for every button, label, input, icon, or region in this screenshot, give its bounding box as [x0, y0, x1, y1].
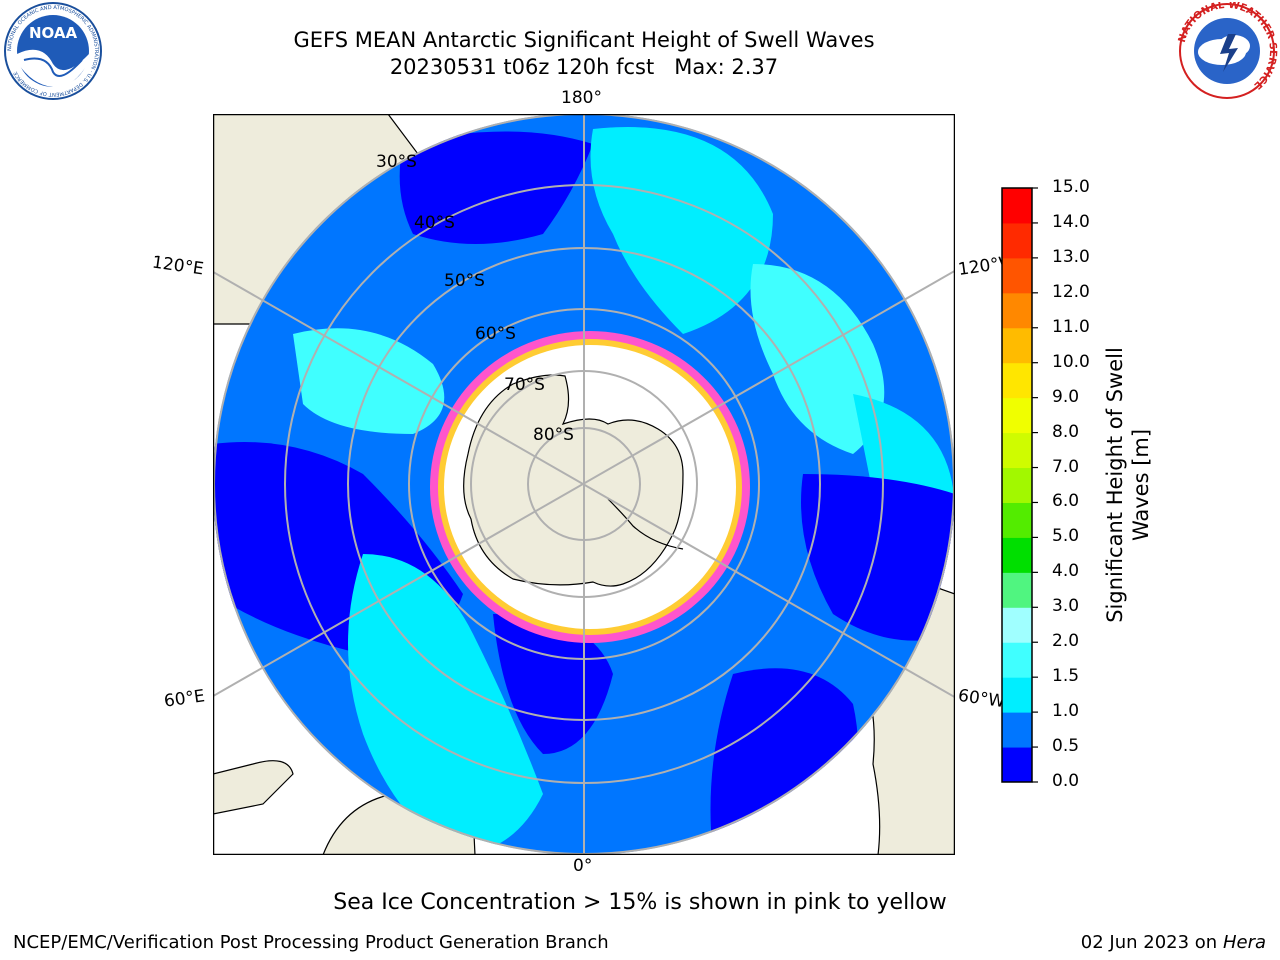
nws-logo-icon: NATIONAL WEATHER SERVICE [1177, 2, 1278, 99]
colorbar-segment [1002, 677, 1032, 713]
noaa-logo-icon: NOAA NATIONAL OCEANIC AND ATMOSPHERIC AD… [4, 2, 102, 100]
colorbar-tick-label: 7.0 [1052, 456, 1080, 477]
lon-label-0: 0° [573, 856, 593, 876]
run-date-text: 02 Jun 2023 on [1080, 932, 1218, 953]
colorbar-segment [1002, 572, 1032, 608]
chart-subtitle: 20230531 t06z 120h fcst Max: 2.37 [389, 55, 779, 79]
lat-label-40s: 40°S [414, 213, 455, 233]
colorbar-tick-label: 13.0 [1052, 246, 1090, 267]
lat-label-80s: 80°S [533, 425, 574, 445]
sea-ice-note: Sea Ice Concentration > 15% is shown in … [333, 890, 947, 915]
colorbar-segment [1002, 327, 1032, 364]
svg-text:NOAA: NOAA [29, 24, 78, 42]
lat-label-60s: 60°S [475, 324, 516, 344]
colorbar-tick-label: 1.5 [1052, 666, 1080, 687]
colorbar-tick-label: 12.0 [1052, 281, 1090, 302]
colorbar-segment [1002, 467, 1032, 503]
colorbar-segment [1002, 432, 1032, 469]
colorbar-tick-label: 6.0 [1052, 491, 1080, 512]
lat-label-70s: 70°S [504, 375, 545, 395]
colorbar-title-line2: Waves [m] [1129, 428, 1153, 542]
colorbar-segment [1002, 607, 1032, 643]
lon-label-60w: 60°W [956, 685, 1007, 713]
colorbar-tick-label: 10.0 [1052, 351, 1090, 372]
colorbar-title: Significant Height of Swell Waves [m] [1102, 347, 1154, 623]
polar-map [213, 114, 955, 855]
lon-label-120e: 120°E [150, 252, 205, 280]
run-date: 02 Jun 2023 on Hera [1081, 932, 1266, 953]
colorbar-tick-label: 2.0 [1052, 631, 1080, 652]
colorbar-segment [1002, 642, 1032, 678]
colorbar-tick-label: 0.0 [1052, 771, 1080, 791]
lat-label-50s: 50°S [444, 271, 485, 291]
lon-label-180: 180° [561, 88, 602, 108]
colorbar-tick-label: 15.0 [1052, 177, 1090, 197]
colorbar-segment [1002, 537, 1032, 573]
colorbar-tick-label: 8.0 [1052, 421, 1080, 442]
colorbar-segment [1002, 257, 1032, 294]
colorbar-tick-label: 5.0 [1052, 526, 1080, 547]
colorbar-title-line1: Significant Height of Swell [1103, 347, 1127, 623]
credit-line: NCEP/EMC/Verification Post Processing Pr… [13, 932, 609, 953]
chart-title: GEFS MEAN Antarctic Significant Height o… [293, 28, 875, 52]
colorbar-segment [1002, 502, 1032, 538]
colorbar-tick-label: 0.5 [1052, 736, 1080, 757]
colorbar-segment [1002, 712, 1032, 748]
colorbar-segment [1002, 188, 1032, 224]
colorbar-tick-label: 9.0 [1052, 386, 1080, 407]
lon-label-60e: 60°E [162, 686, 207, 712]
colorbar-ticks: 0.0 0.5 1.0 1.5 2.0 3.0 4.0 5.0 6.0 7.0 8.0 9.0 10.0… [1052, 177, 1102, 791]
colorbar-tick-label: 3.0 [1052, 596, 1080, 617]
colorbar-tick-label: 1.0 [1052, 701, 1080, 722]
colorbar-border [1001, 187, 1033, 783]
colorbar [1001, 187, 1038, 783]
colorbar-segment [1002, 292, 1032, 329]
machine-name: Hera [1222, 932, 1266, 953]
colorbar-tick-label: 11.0 [1052, 316, 1090, 337]
lat-label-30s: 30°S [376, 152, 417, 172]
colorbar-tick-label: 4.0 [1052, 561, 1080, 582]
colorbar-segment [1002, 362, 1032, 399]
colorbar-segment [1002, 397, 1032, 434]
colorbar-segment [1002, 747, 1032, 783]
colorbar-tick-label: 14.0 [1052, 211, 1090, 232]
colorbar-segment [1002, 222, 1032, 259]
